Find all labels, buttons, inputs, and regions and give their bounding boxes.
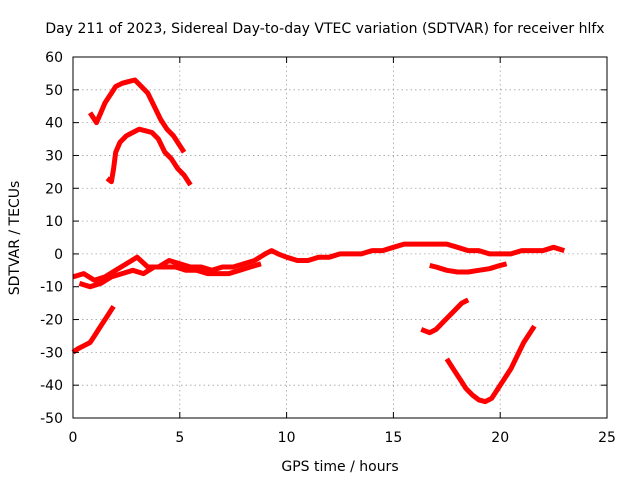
chart-title: Day 211 of 2023, Sidereal Day-to-day VTE… <box>45 21 604 37</box>
x-tick-label: 20 <box>491 430 509 446</box>
series-dip-minus-5 <box>429 261 508 275</box>
x-axis-title: GPS time / hours <box>281 459 398 475</box>
data-series-group <box>71 77 566 405</box>
x-tick-label: 0 <box>69 430 78 446</box>
plot-frame <box>72 56 608 419</box>
y-tick-label: 40 <box>45 116 63 132</box>
y-tick-label: -30 <box>40 345 63 361</box>
y-tick-label: -20 <box>40 313 63 329</box>
series-arc-peak-53 <box>88 77 187 154</box>
y-tick-label: 20 <box>45 181 63 197</box>
axis-ticks: 0 5 10 15 20 25 60 50 40 30 20 10 0 -10 -20 -30 -40 -50 <box>40 50 616 446</box>
series-arc-peak-38 <box>105 126 193 187</box>
series-rise-from-minus-23 <box>420 297 470 336</box>
y-tick-label: 10 <box>45 214 63 230</box>
y-tick-label: 60 <box>45 50 63 66</box>
x-tick-label: 25 <box>598 430 616 446</box>
x-tick-label: 15 <box>384 430 402 446</box>
series-v-min-minus-45 <box>444 324 537 405</box>
y-tick-label: -10 <box>40 280 63 296</box>
grid-lines <box>73 57 607 418</box>
x-tick-label: 5 <box>175 430 184 446</box>
y-tick-label: -40 <box>40 378 63 394</box>
x-tick-label: 10 <box>278 430 296 446</box>
series-rise-from-minus-30 <box>71 305 116 355</box>
y-tick-label: 0 <box>54 247 63 263</box>
series-near-zero-band-a <box>72 241 566 283</box>
y-axis-title: SDTVAR / TECUs <box>7 181 23 296</box>
y-tick-label: 30 <box>45 148 63 164</box>
y-tick-label: 50 <box>45 83 63 99</box>
series-near-zero-band-b <box>78 261 262 290</box>
y-tick-label: -50 <box>40 411 63 427</box>
